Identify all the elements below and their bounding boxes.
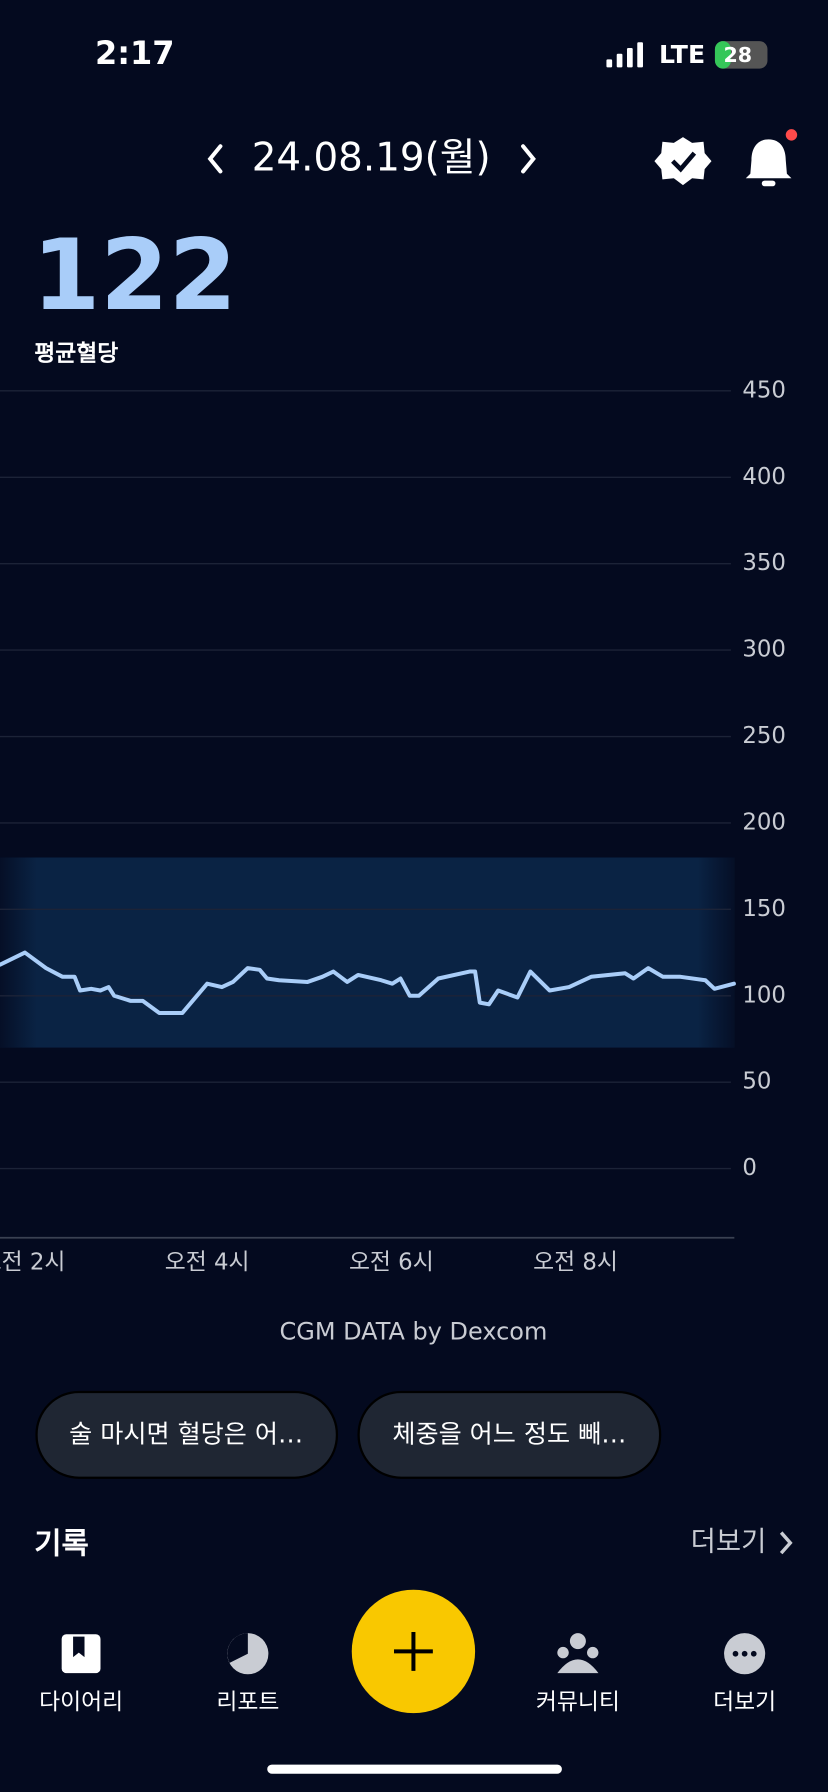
y-tick-label: 250 <box>742 723 786 749</box>
glucose-line <box>0 950 736 1016</box>
suggestion-chip[interactable] <box>35 1390 339 1479</box>
add-button[interactable] <box>351 1589 476 1714</box>
verified-icon[interactable] <box>654 137 712 186</box>
y-tick-label: 150 <box>742 896 786 922</box>
y-tick-label: 300 <box>742 637 786 663</box>
records-more[interactable]: 더보기 <box>691 1526 767 1557</box>
y-tick-label: 450 <box>742 377 786 403</box>
next-day[interactable] <box>521 144 536 174</box>
x-tick-label: 오전 2시 <box>0 1249 65 1275</box>
y-tick-label: 200 <box>742 809 786 835</box>
status-time: 2:17 <box>95 34 175 72</box>
signal-icon <box>606 42 643 68</box>
y-tick-label: 100 <box>742 982 786 1008</box>
date-label[interactable]: 24.08.19(월) <box>252 135 491 180</box>
more-chevron[interactable] <box>779 1531 793 1555</box>
y-tick-label: 50 <box>742 1069 771 1095</box>
tab-diary[interactable]: 다이어리 <box>39 1634 123 1715</box>
y-tick-label: 400 <box>742 464 786 490</box>
y-tick-label: 350 <box>742 550 786 576</box>
average-glucose: 122 <box>32 219 237 333</box>
home-indicator <box>267 1764 562 1774</box>
notification-icon[interactable] <box>745 129 798 187</box>
suggestion-text[interactable]: 술 마시면 혈당은 어… <box>69 1419 303 1448</box>
battery-level <box>714 41 731 69</box>
data-source: CGM DATA by Dexcom <box>280 1318 548 1346</box>
tab-more[interactable]: 더보기 <box>713 1633 776 1715</box>
average-glucose-label: 평균혈당 <box>34 341 118 367</box>
suggestion-text[interactable]: 체중을 어느 정도 빼… <box>392 1419 626 1448</box>
tab-label[interactable]: 다이어리 <box>39 1689 123 1715</box>
prev-day[interactable] <box>207 144 223 174</box>
glucose-chart: 0 50 100 150 200 250 300 350 400 450 오전 2시 오전 4시 오전 … <box>0 377 786 1275</box>
tab-label[interactable]: 커뮤니티 <box>536 1689 620 1715</box>
battery-percent: 28 <box>723 43 752 67</box>
x-tick-label: 오전 8시 <box>533 1249 618 1275</box>
network-type: LTE <box>659 40 705 69</box>
y-tick-label: 0 <box>742 1155 757 1181</box>
tab-label[interactable]: 더보기 <box>713 1689 776 1715</box>
suggestion-chip[interactable] <box>357 1390 662 1479</box>
band-fade <box>0 857 735 1048</box>
tab-report[interactable]: 리포트 <box>216 1633 279 1715</box>
tab-community[interactable]: 커뮤니티 <box>536 1633 620 1715</box>
x-tick-label: 오전 6시 <box>349 1249 434 1275</box>
records-title: 기록 <box>34 1527 89 1562</box>
x-tick-label: 오전 4시 <box>165 1249 250 1275</box>
tab-label[interactable]: 리포트 <box>216 1689 279 1715</box>
